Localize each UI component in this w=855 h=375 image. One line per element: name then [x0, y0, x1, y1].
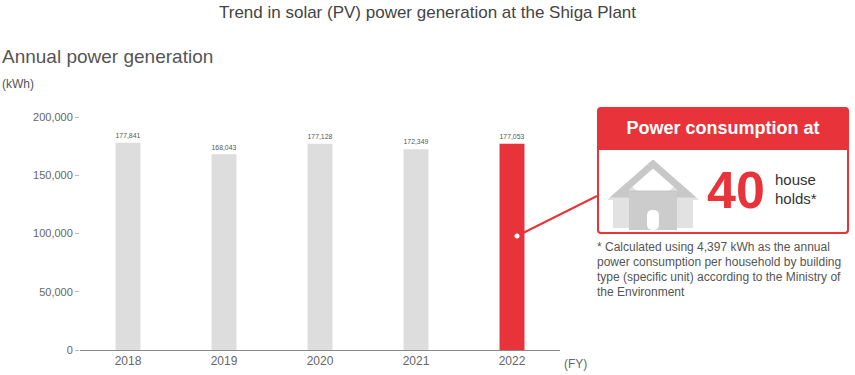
svg-text:172,349: 172,349: [404, 138, 429, 145]
svg-text:0: 0: [67, 344, 73, 356]
html-text:Power consumption at: Power consumption at: [626, 118, 820, 138]
svg-text:2019: 2019: [211, 354, 238, 368]
svg-text:50,000: 50,000: [39, 286, 73, 298]
svg-text:2020: 2020: [307, 354, 334, 368]
svg-text:177,128: 177,128: [308, 133, 333, 140]
svg-text:100,000: 100,000: [33, 227, 73, 239]
html-text:(kWh): (kWh): [2, 77, 34, 91]
svg-text:168,043: 168,043: [212, 144, 237, 151]
svg-text:(FY): (FY): [564, 357, 587, 371]
svg-text:2018: 2018: [115, 354, 142, 368]
svg-text:2022: 2022: [499, 354, 526, 368]
html-text:40: 40: [707, 161, 765, 219]
svg-text:Trend in solar (PV) power gene: Trend in solar (PV) power generation at …: [219, 3, 636, 22]
html-text:* Calculated using 4,397 kWh a: * Calculated using 4,397 kWh as the annu…: [597, 240, 842, 299]
svg-text:2021: 2021: [403, 354, 430, 368]
svg-text:200,000: 200,000: [33, 111, 73, 123]
svg-text:177,841: 177,841: [116, 132, 141, 139]
html-text:house: house: [775, 171, 816, 188]
html-text:Annual power generation: Annual power generation: [2, 46, 214, 67]
svg-text:177,053: 177,053: [500, 133, 525, 140]
html-text:holds*: holds*: [775, 190, 817, 207]
svg-text:150,000: 150,000: [33, 169, 73, 181]
